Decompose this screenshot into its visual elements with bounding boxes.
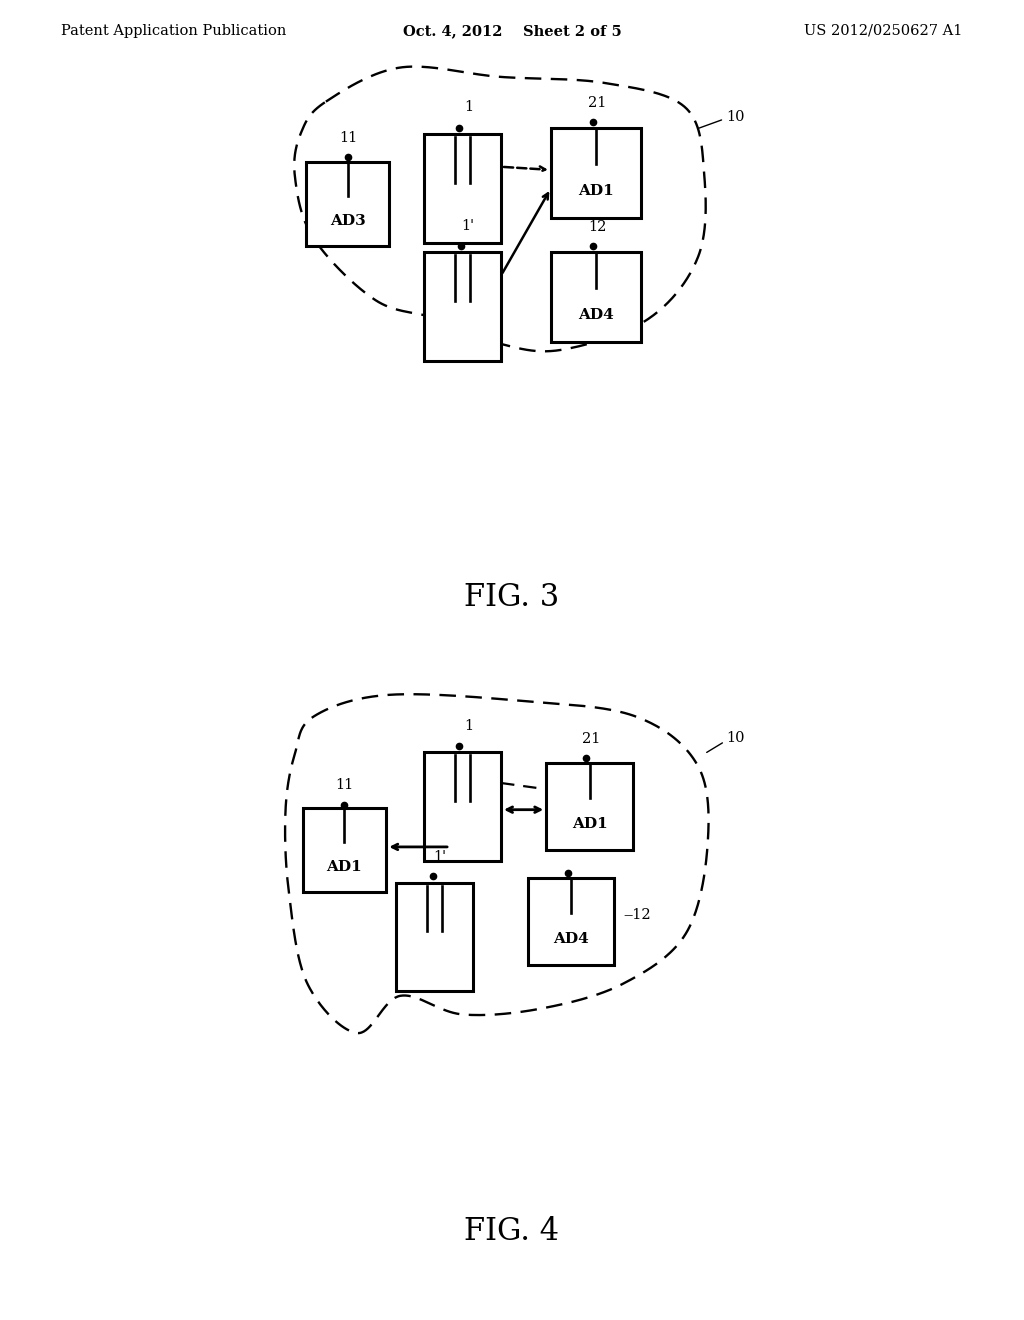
- Text: 10: 10: [726, 110, 744, 124]
- Bar: [527, 878, 614, 965]
- Bar: [546, 763, 633, 850]
- Bar: [303, 808, 386, 892]
- Bar: [424, 752, 501, 861]
- Bar: [424, 135, 501, 243]
- Bar: [551, 128, 641, 218]
- Text: AD4: AD4: [553, 932, 589, 945]
- Text: 1: 1: [464, 719, 473, 734]
- Text: 21: 21: [582, 731, 600, 746]
- Text: ‒12: ‒12: [624, 908, 651, 923]
- Text: 11: 11: [336, 779, 353, 792]
- Text: 1: 1: [464, 100, 473, 114]
- Text: 1': 1': [433, 850, 446, 863]
- Text: 10: 10: [726, 731, 744, 746]
- Text: 21: 21: [588, 96, 606, 110]
- Text: 1': 1': [461, 219, 474, 234]
- Text: AD1: AD1: [327, 859, 362, 874]
- Bar: [551, 252, 641, 342]
- Text: AD4: AD4: [578, 308, 613, 322]
- Text: AD1: AD1: [578, 183, 613, 198]
- Text: Patent Application Publication: Patent Application Publication: [61, 24, 287, 38]
- Text: FIG. 4: FIG. 4: [465, 1216, 559, 1247]
- Bar: [395, 883, 473, 991]
- Text: US 2012/0250627 A1: US 2012/0250627 A1: [804, 24, 963, 38]
- Bar: [306, 162, 389, 246]
- Text: Oct. 4, 2012    Sheet 2 of 5: Oct. 4, 2012 Sheet 2 of 5: [402, 24, 622, 38]
- Text: AD1: AD1: [571, 817, 607, 832]
- Text: FIG. 3: FIG. 3: [464, 582, 560, 614]
- Text: 11: 11: [340, 131, 358, 145]
- Bar: [424, 252, 501, 360]
- Text: 12: 12: [588, 220, 606, 234]
- Text: AD3: AD3: [330, 214, 366, 228]
